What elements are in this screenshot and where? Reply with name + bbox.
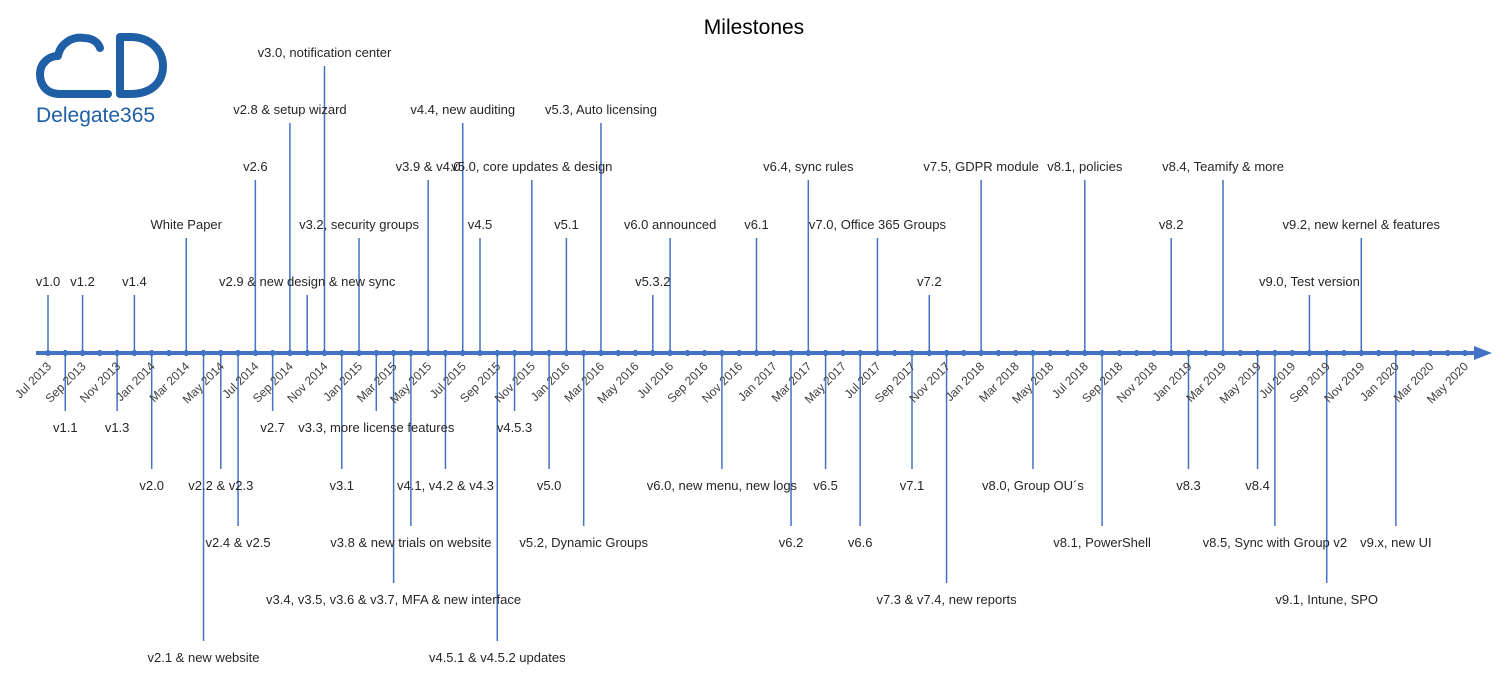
milestone-label: v7.2 xyxy=(917,274,942,289)
milestone-label: v8.5, Sync with Group v2 xyxy=(1203,535,1348,550)
milestone-label: v7.5, GDPR module xyxy=(923,159,1039,174)
milestone-label: v3.9 & v4.0 xyxy=(396,159,461,174)
milestone-label: v1.2 xyxy=(70,274,95,289)
logo: Delegate365 xyxy=(36,33,167,127)
milestone-label: v2.7 xyxy=(260,420,285,435)
milestone-label: v5.3, Auto licensing xyxy=(545,102,657,117)
milestone-label: v8.0, Group OU´s xyxy=(982,478,1084,493)
milestone-label: v7.3 & v7.4, new reports xyxy=(876,592,1017,607)
milestone-label: v2.9 & new design & new sync xyxy=(219,274,396,289)
milestone-label: v5.3.2 xyxy=(635,274,670,289)
milestone-label: v4.1, v4.2 & v4.3 xyxy=(397,478,494,493)
milestone-labels: v1.0 v1.1 v1.2 v1.3 v1.4 v2.0 White Paper v2.1 … xyxy=(36,45,1441,665)
milestone-label: v8.3 xyxy=(1176,478,1201,493)
milestone-label: v6.0 announced xyxy=(624,217,717,232)
chart-title: Milestones xyxy=(704,16,804,39)
milestone-label: v9.x, new UI xyxy=(1360,535,1432,550)
milestone-label: v4.5.3 xyxy=(497,420,532,435)
milestone-label: v3.3, more license features xyxy=(298,420,455,435)
milestone-label: v9.2, new kernel & features xyxy=(1283,217,1441,232)
milestone-label: v2.8 & setup wizard xyxy=(233,102,346,117)
milestone-label: White Paper xyxy=(150,217,222,232)
milestone-label: v1.3 xyxy=(105,420,130,435)
milestone-stems xyxy=(47,66,1397,641)
milestone-label: v1.4 xyxy=(122,274,147,289)
milestone-label: v9.1, Intune, SPO xyxy=(1275,592,1378,607)
milestone-label: v6.0, new menu, new logs xyxy=(647,478,798,493)
milestone-label: v8.1, policies xyxy=(1047,159,1123,174)
milestone-label: v3.0, notification center xyxy=(258,45,392,60)
milestone-label: v6.4, sync rules xyxy=(763,159,854,174)
cloud-d-logo-icon xyxy=(36,33,167,98)
milestone-label: v4.5 xyxy=(468,217,493,232)
milestone-label: v5.0, core updates & design xyxy=(451,159,612,174)
milestone-label: v9.0, Test version xyxy=(1259,274,1360,289)
milestone-label: v8.4 xyxy=(1245,478,1270,493)
milestone-label: v7.1 xyxy=(900,478,925,493)
milestone-label: v2.2 & v2.3 xyxy=(188,478,253,493)
milestone-label: v1.1 xyxy=(53,420,78,435)
milestone-label: v4.4, new auditing xyxy=(410,102,515,117)
milestone-label: v1.0 xyxy=(36,274,61,289)
milestone-label: v8.2 xyxy=(1159,217,1184,232)
milestone-label: v5.0 xyxy=(537,478,562,493)
milestone-label: v7.0, Office 365 Groups xyxy=(809,217,947,232)
milestone-label: v3.4, v3.5, v3.6 & v3.7, MFA & new inter… xyxy=(266,592,521,607)
milestone-label: v6.1 xyxy=(744,217,769,232)
milestone-label: v5.2, Dynamic Groups xyxy=(519,535,648,550)
milestone-label: v2.1 & new website xyxy=(148,650,260,665)
milestone-label: v2.6 xyxy=(243,159,268,174)
milestone-label: v8.1, PowerShell xyxy=(1053,535,1151,550)
milestone-label: v3.1 xyxy=(329,478,354,493)
milestone-label: v6.2 xyxy=(779,535,804,550)
milestone-label: v3.8 & new trials on website xyxy=(330,535,491,550)
milestone-label: v4.5.1 & v4.5.2 updates xyxy=(429,650,566,665)
logo-text: Delegate365 xyxy=(36,104,155,127)
milestone-label: v6.6 xyxy=(848,535,873,550)
milestone-label: v6.5 xyxy=(813,478,838,493)
milestone-label: v5.1 xyxy=(554,217,579,232)
milestone-label: v8.4, Teamify & more xyxy=(1162,159,1284,174)
milestone-label: v2.4 & v2.5 xyxy=(206,535,271,550)
milestone-label: v2.0 xyxy=(139,478,164,493)
milestone-label: v3.2, security groups xyxy=(299,217,419,232)
